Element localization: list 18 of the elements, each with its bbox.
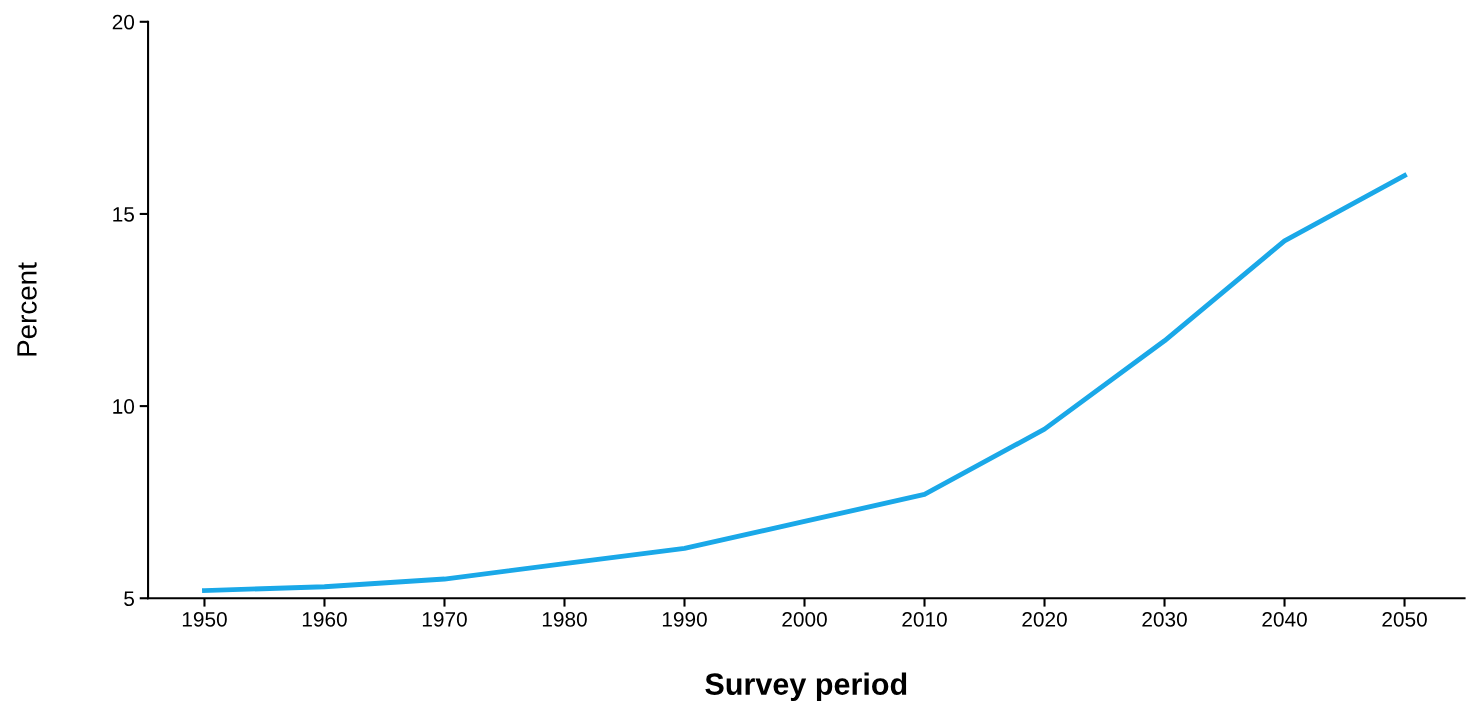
x-tick-label: 2030 [1142, 612, 1187, 627]
x-tick-label: 2040 [1262, 612, 1307, 627]
y-axis-title: Percent [17, 262, 37, 356]
x-tick-label: 2000 [782, 612, 827, 627]
line-series [202, 173, 1407, 593]
x-tick-label: 1990 [662, 612, 707, 627]
x-tick-label: 1980 [542, 612, 587, 627]
x-tick-label: 1970 [422, 612, 467, 627]
x-tick-label: 2010 [902, 612, 947, 627]
y-tick-label: 20 [112, 14, 135, 30]
x-tick-label: 1960 [302, 612, 347, 627]
y-tick-label: 15 [113, 207, 134, 222]
x-tick-label: 2020 [1022, 612, 1067, 627]
y-tick-label: 10 [113, 399, 135, 414]
x-axis-title: Survey period [705, 672, 907, 702]
x-tick-label: 1950 [182, 612, 227, 627]
x-tick-label: 2050 [1382, 612, 1427, 627]
y-tick-label: 5 [124, 591, 134, 607]
